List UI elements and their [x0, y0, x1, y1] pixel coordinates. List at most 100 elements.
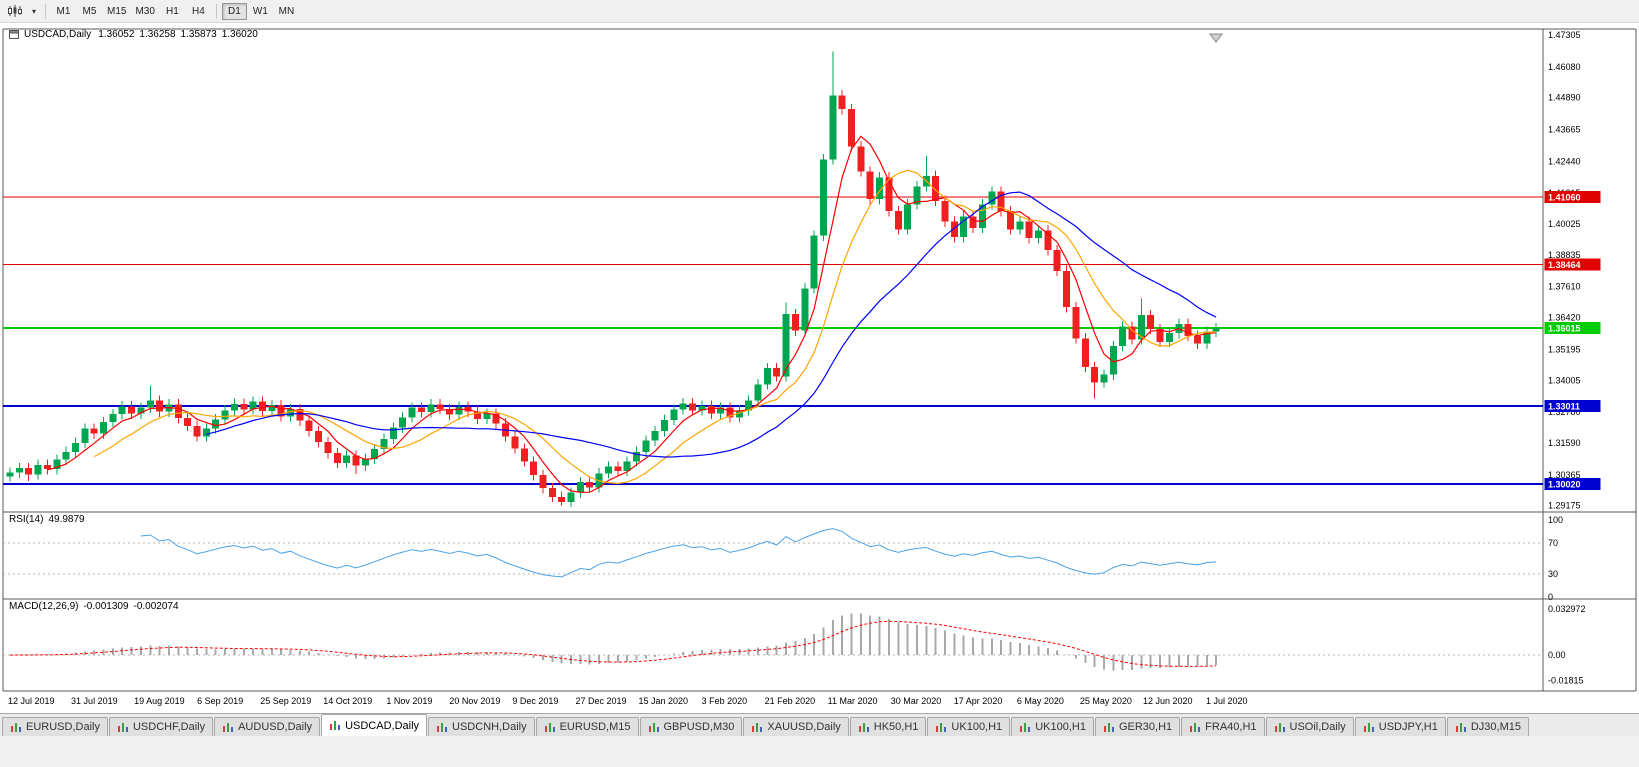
mini-chart-icon	[1190, 722, 1201, 732]
rsi-line	[140, 528, 1217, 578]
chart-tab-usdchf-daily[interactable]: USDCHF,Daily	[108, 717, 214, 736]
price-tick-label: 1.46080	[1548, 62, 1581, 72]
ma-mid-line	[93, 169, 1217, 485]
mini-chart-icon	[1103, 722, 1114, 732]
date-label: 9 Dec 2019	[512, 696, 558, 706]
mini-chart-icon	[1020, 722, 1031, 732]
timeframe-mn[interactable]: MN	[274, 3, 299, 20]
candlestick-chart: 1.473051.460801.448901.436651.424401.412…	[2, 28, 1637, 706]
tab-label: UK100,H1	[1035, 721, 1086, 733]
chart-tab-gbpusd-m30[interactable]: GBPUSD,M30	[639, 717, 743, 736]
rsi-tick-label: 30	[1548, 569, 1558, 579]
tab-label: AUDUSD,Daily	[238, 721, 313, 733]
price-tick-label: 1.43665	[1548, 125, 1581, 135]
tab-label: GBPUSD,M30	[663, 721, 735, 733]
mini-chart-icon	[223, 722, 234, 732]
date-axis[interactable]: 12 Jul 2019 31 Jul 2019 19 Aug 2019 6 Sep 2…	[8, 696, 1248, 706]
tab-label: EURUSD,M15	[559, 721, 631, 733]
price-tick-label: 1.34005	[1548, 375, 1581, 385]
tab-label: XAUUSD,Daily	[767, 721, 841, 733]
rsi-axis: 100 70 30 0	[3, 515, 1563, 602]
price-tick-label: 1.38835	[1548, 250, 1581, 260]
tab-label: UK100,H1	[951, 721, 1003, 733]
date-label: 25 May 2020	[1080, 696, 1132, 706]
mini-chart-icon	[11, 722, 21, 732]
top-toolbar: ▾ M1 M5 M15 M30 H1 H4 D1 W1 MN	[0, 0, 1639, 23]
timeframe-h4[interactable]: H4	[186, 3, 211, 20]
timeframe-w1[interactable]: W1	[248, 3, 273, 20]
price-tag	[1544, 477, 1601, 490]
price-tick-label: 1.36420	[1548, 313, 1581, 323]
price-tick-label: 1.35195	[1548, 344, 1581, 354]
candlestick-chart-icon	[8, 5, 22, 17]
date-label: 3 Feb 2020	[702, 696, 748, 706]
mini-chart-icon	[1455, 722, 1466, 732]
chevron-down-icon: ▾	[31, 6, 36, 16]
macd-tick-label: -0.01815	[1548, 675, 1584, 685]
chart-tab-uk100-h1[interactable]: UK100,H1	[1011, 717, 1094, 736]
price-tag	[1544, 400, 1601, 413]
timeframe-h1[interactable]: H1	[160, 3, 185, 20]
macd-tick-label: 0.00	[1548, 650, 1566, 660]
mini-chart-icon	[752, 722, 763, 732]
chart-tab-eurusd-daily[interactable]: EURUSD,Daily	[2, 717, 108, 736]
date-label: 17 Apr 2020	[954, 696, 1003, 706]
timeframe-m5[interactable]: M5	[77, 3, 102, 20]
date-label: 12 Jul 2019	[8, 696, 55, 706]
timeframe-d1[interactable]: D1	[221, 2, 247, 20]
date-label: 11 Mar 2020	[828, 696, 878, 706]
price-tag-label: 1.30020	[1548, 479, 1581, 489]
date-label: 20 Nov 2019	[449, 696, 500, 706]
chart-type-dropdown[interactable]: ▾	[28, 2, 40, 20]
chart-type-button[interactable]	[3, 2, 27, 20]
rsi-line-layer	[140, 528, 1217, 578]
date-label: 1 Jul 2020	[1206, 696, 1248, 706]
tab-label: USDCNH,Daily	[452, 721, 527, 733]
tab-label: USDCAD,Daily	[345, 719, 420, 732]
price-tick-label: 1.31590	[1548, 438, 1581, 448]
chart-tab-usdjpy-h1[interactable]: USDJPY,H1	[1354, 717, 1446, 736]
chart-tab-uk100-h1[interactable]: UK100,H1	[927, 717, 1011, 736]
timeframe-m30[interactable]: M30	[131, 3, 158, 20]
horizontal-lines[interactable]	[3, 196, 1543, 485]
terminal-window: ▾ M1 M5 M15 M30 H1 H4 D1 W1 MN 1.47305 1.46080 1.4…	[0, 0, 1639, 736]
price-tag-label: 1.41060	[1548, 193, 1581, 203]
timeframe-m15[interactable]: M15	[103, 3, 130, 20]
candles-layer	[6, 51, 1220, 508]
chart-tab-usdcad-daily[interactable]: USDCAD,Daily	[321, 714, 428, 736]
date-label: 19 Aug 2019	[134, 696, 185, 706]
tab-label: USOil,Daily	[1289, 721, 1346, 733]
chart-window[interactable]: 1.473051.460801.448901.436651.424401.412…	[0, 23, 1639, 713]
price-tick-label: 1.44890	[1548, 93, 1581, 103]
price-tick-label: 1.29175	[1548, 501, 1581, 511]
chart-tab-audusd-daily[interactable]: AUDUSD,Daily	[214, 717, 321, 736]
chart-tab-dj30-m15[interactable]: DJ30,M15	[1446, 717, 1529, 736]
chart-tab-fra40-h1[interactable]: FRA40,H1	[1181, 717, 1265, 736]
chart-tab-hk50-h1[interactable]: HK50,H1	[849, 717, 927, 736]
mini-chart-icon	[437, 722, 448, 732]
price-tick-label: 1.37610	[1548, 282, 1581, 292]
chart-tab-usdcnh-daily[interactable]: USDCNH,Daily	[428, 717, 535, 736]
price-tag-label: 1.36015	[1548, 324, 1581, 334]
price-tag	[1544, 191, 1601, 204]
macd-layer	[9, 613, 1218, 671]
macd-tick-label: 0.032972	[1548, 604, 1586, 614]
tab-label: FRA40,H1	[1205, 721, 1257, 733]
rsi-tick-label: 70	[1548, 538, 1558, 548]
mini-chart-icon	[1363, 722, 1374, 732]
moving-averages	[47, 135, 1217, 493]
chart-tab-ger30-h1[interactable]: GER30,H1	[1094, 717, 1181, 736]
chart-tab-eurusd-m15[interactable]: EURUSD,M15	[535, 717, 639, 736]
chart-tab-usoil-daily[interactable]: USOil,Daily	[1265, 717, 1354, 736]
chart-tab-xauusd-daily[interactable]: XAUUSD,Daily	[743, 717, 849, 736]
rsi-tick-label: 0	[1548, 592, 1553, 602]
tab-label: USDCHF,Daily	[132, 721, 206, 733]
macd-axis: 0.032972 0.00 -0.01815	[3, 604, 1586, 685]
chart-shift-marker[interactable]	[1209, 33, 1223, 43]
toolbar-separator	[45, 3, 46, 19]
timeframe-m1[interactable]: M1	[51, 3, 76, 20]
chart-tab-bar: EURUSD,Daily USDCHF,Daily AUDUSD,Daily USDC…	[0, 713, 1639, 736]
mini-chart-icon	[117, 722, 128, 732]
mini-chart-icon	[858, 722, 869, 732]
price-tick-label: 1.47305	[1548, 30, 1581, 40]
